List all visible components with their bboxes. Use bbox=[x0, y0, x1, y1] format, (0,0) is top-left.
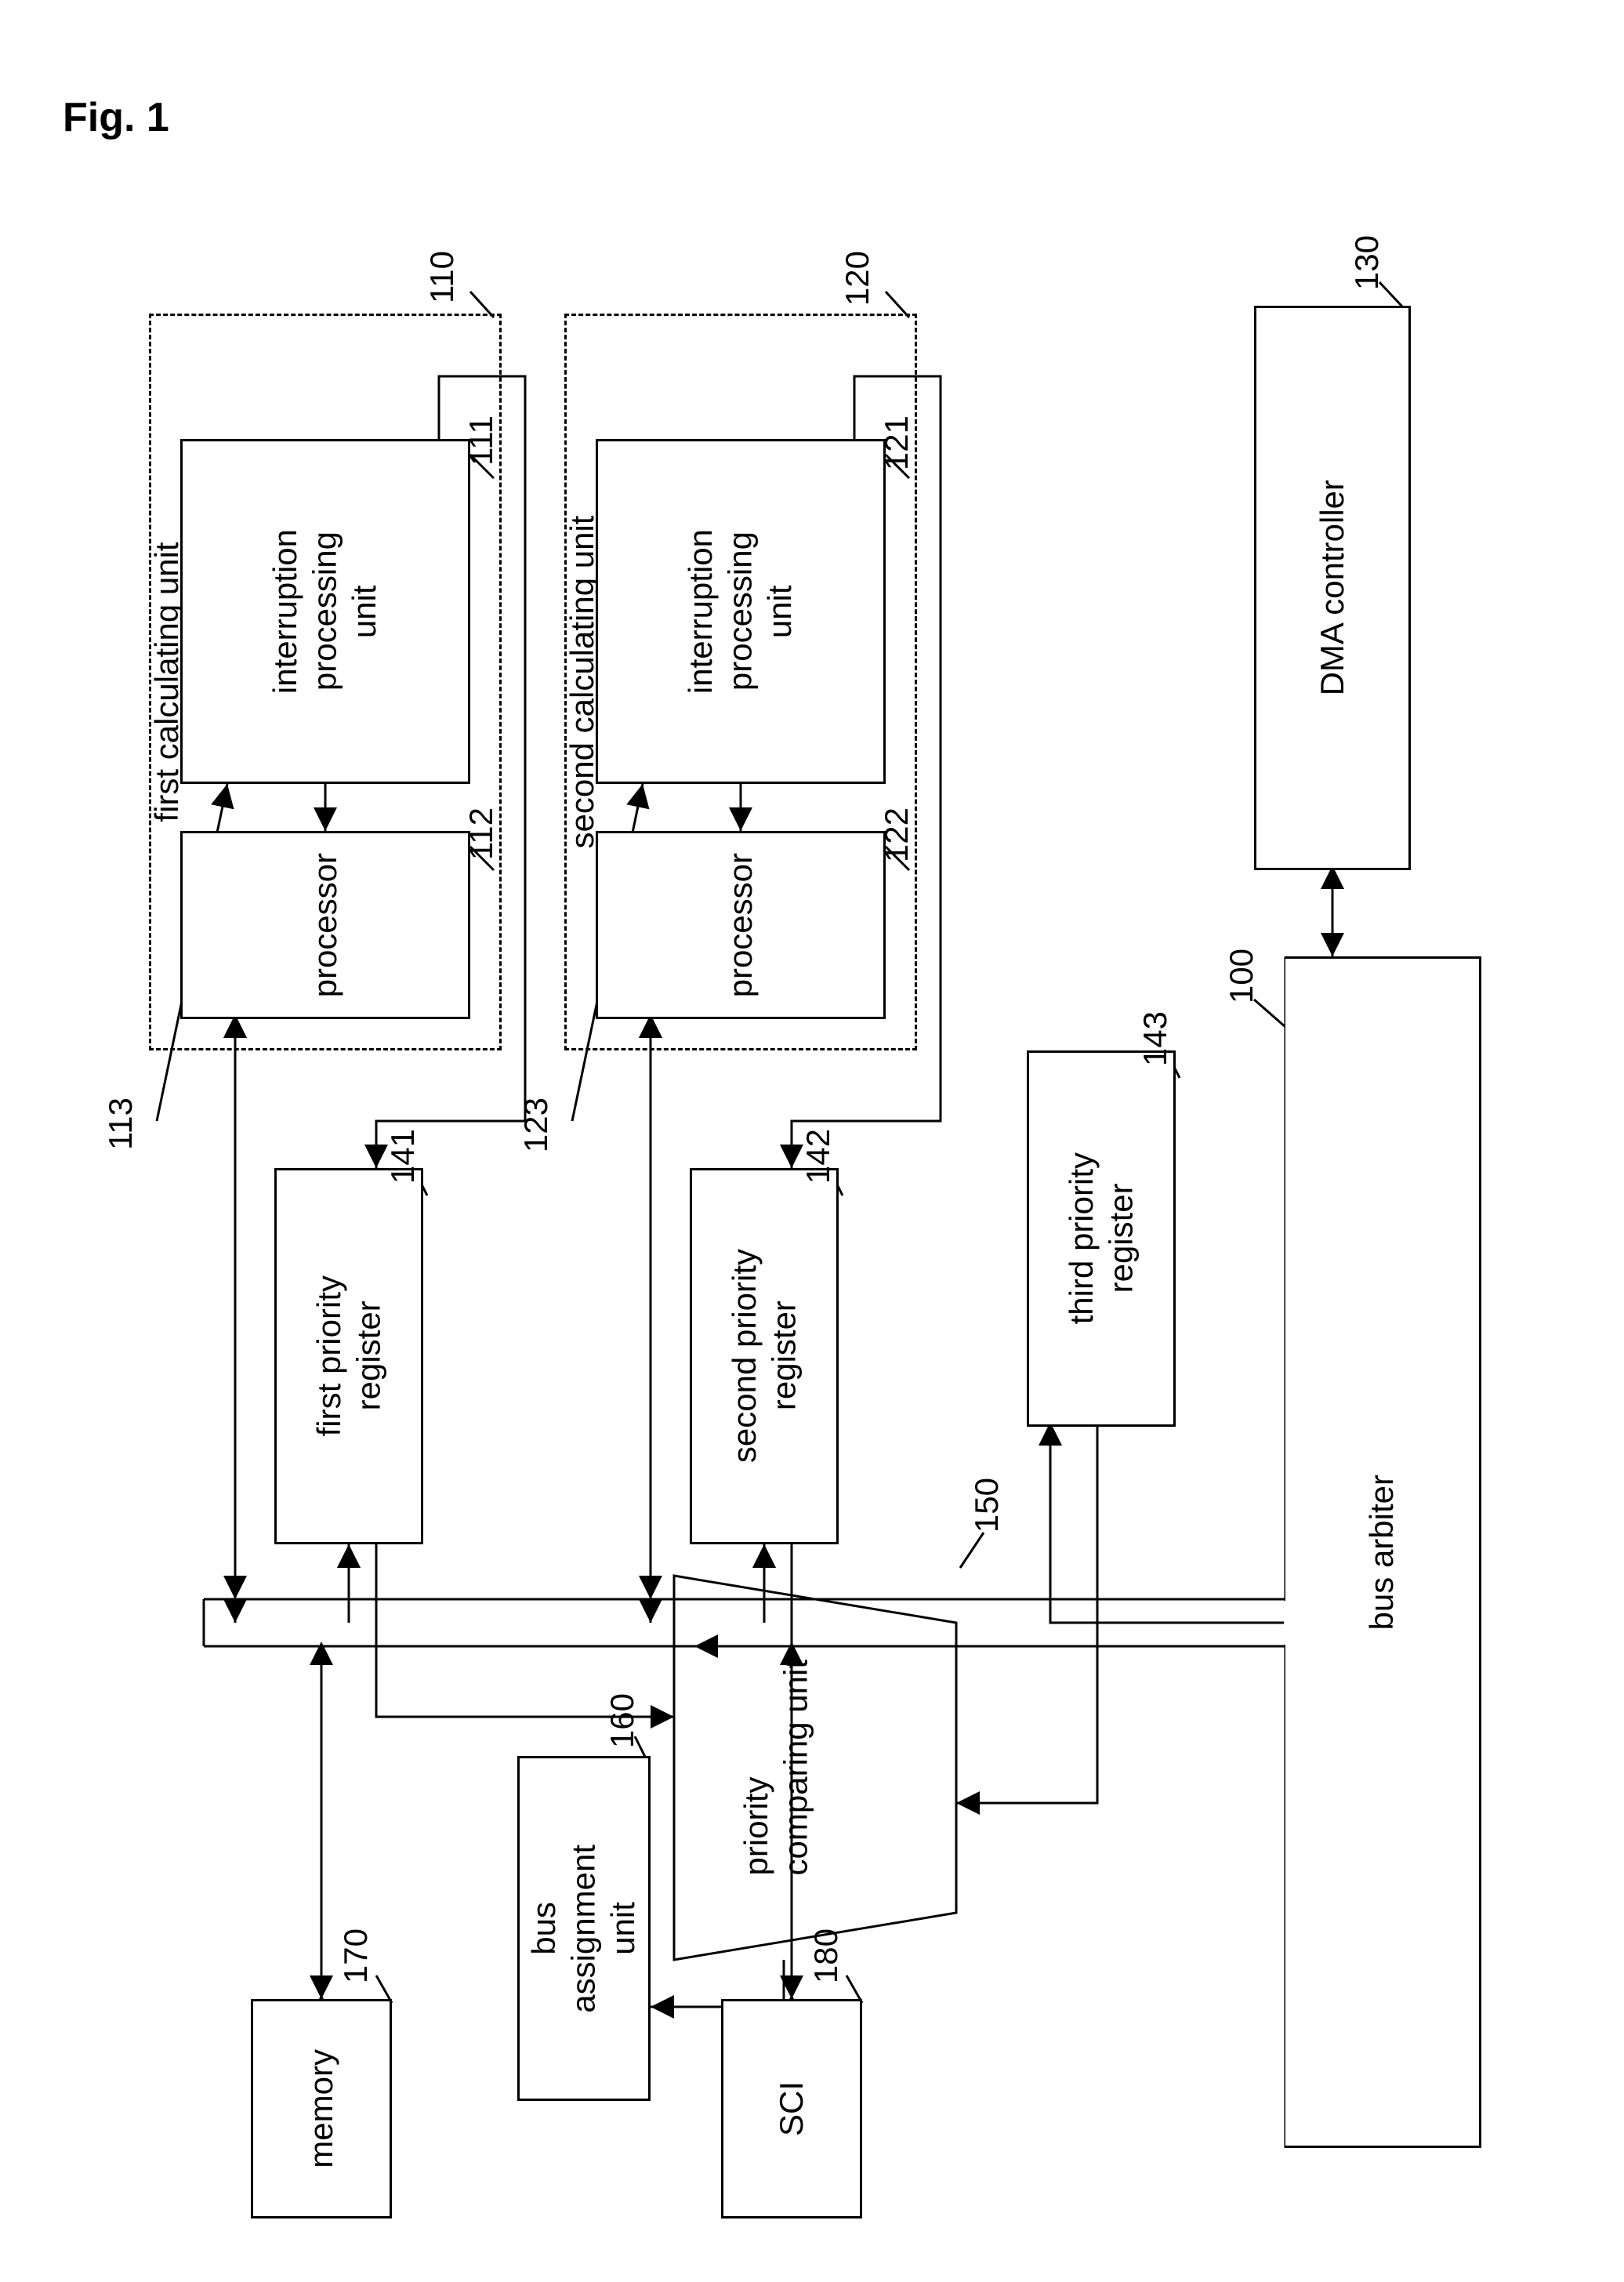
ipu2-ref: 121 bbox=[878, 415, 915, 470]
reg3-label: third priority register bbox=[1062, 1152, 1141, 1324]
arbiter-label: bus arbiter bbox=[1362, 1475, 1401, 1630]
int1-ref: 113 bbox=[102, 1097, 140, 1150]
proc1-ref: 112 bbox=[462, 807, 500, 860]
ipu2-block: interruption processing unit bbox=[596, 439, 886, 784]
int2-ref: 123 bbox=[517, 1097, 555, 1152]
proc2-block: processor bbox=[596, 831, 886, 1019]
dma-label: DMA controller bbox=[1313, 480, 1352, 695]
proc1-block: processor bbox=[180, 831, 470, 1019]
comparator-label-wrap: priority comparing unit bbox=[721, 1654, 831, 1881]
assign-label: bus assignment unit bbox=[524, 1845, 643, 2013]
calc1-ref: 110 bbox=[423, 251, 461, 303]
memory-block: memory bbox=[251, 1999, 392, 2219]
ipu1-ref: 111 bbox=[462, 415, 500, 466]
memory-label: memory bbox=[302, 2049, 341, 2168]
reg2-label: second priority register bbox=[725, 1249, 804, 1463]
reg2-block: second priority register bbox=[690, 1168, 839, 1544]
reg3-block: third priority register bbox=[1027, 1050, 1176, 1427]
comparator-label: priority comparing unit bbox=[737, 1660, 816, 1875]
proc2-ref: 122 bbox=[878, 807, 915, 862]
dma-ref: 130 bbox=[1348, 235, 1386, 290]
arbiter-block: bus arbiter bbox=[1285, 956, 1481, 2148]
memory-ref: 170 bbox=[337, 1928, 375, 1983]
ipu1-label: interruption processing unit bbox=[266, 529, 384, 694]
sci-block: SCI bbox=[721, 1999, 862, 2219]
reg3-ref: 143 bbox=[1136, 1011, 1174, 1066]
assign-block: bus assignment unit bbox=[517, 1756, 651, 2101]
ipu2-label: interruption processing unit bbox=[681, 529, 799, 694]
sci-ref: 180 bbox=[807, 1928, 845, 1983]
proc1-label: processor bbox=[306, 853, 345, 997]
assign-ref: 160 bbox=[604, 1693, 641, 1748]
comp-ref: 150 bbox=[968, 1478, 1006, 1533]
ipu1-block: interruption processing unit bbox=[180, 439, 470, 784]
arbiter-ref: 100 bbox=[1223, 949, 1260, 1003]
reg1-label: first priority register bbox=[310, 1275, 389, 1436]
sci-label: SCI bbox=[772, 2081, 811, 2136]
reg2-ref: 142 bbox=[799, 1129, 837, 1184]
figure-label: Fig. 1 bbox=[63, 94, 169, 141]
calc2-ref: 120 bbox=[839, 251, 876, 306]
dma-block: DMA controller bbox=[1254, 306, 1411, 870]
reg1-ref: 141 bbox=[384, 1129, 422, 1184]
reg1-block: first priority register bbox=[274, 1168, 423, 1544]
proc2-label: processor bbox=[721, 853, 760, 997]
